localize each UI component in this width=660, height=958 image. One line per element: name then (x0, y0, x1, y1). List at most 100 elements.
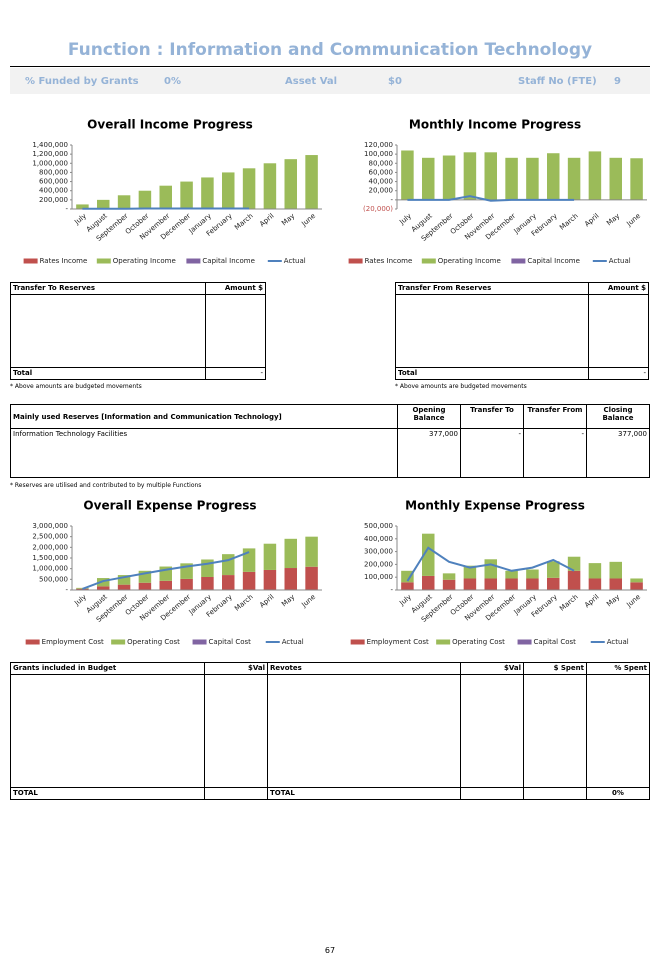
y-tick-label: 400,000 (39, 187, 68, 195)
bar-segment (630, 158, 643, 200)
header-cell: Transfer From Reserves (395, 282, 589, 295)
bar-segment (201, 576, 214, 590)
bar-segment (630, 582, 643, 590)
y-tick-label: 200,000 (364, 560, 393, 568)
legend-swatch (25, 639, 40, 645)
grants-table: Grants included in Budget $Val Revotes $… (10, 662, 650, 800)
cell: 377,000 (397, 428, 461, 478)
header-cell: Transfer From (523, 404, 587, 429)
bar-segment (422, 533, 435, 576)
bar-segment (609, 578, 622, 590)
bar-segment (138, 570, 152, 583)
legend-label: Capital Income (202, 257, 255, 265)
bar-segment (242, 168, 256, 209)
bar-segment (567, 570, 581, 590)
bar-segment (263, 569, 277, 590)
total-cell: - (588, 367, 649, 380)
asset-label: Asset Val (285, 76, 338, 87)
bar-segment (526, 578, 539, 590)
chart: Monthly Expense Progress - 100,000 200,000 3… (350, 499, 647, 646)
x-tick-label: June (625, 212, 643, 229)
bar-segment (505, 157, 518, 200)
bar-segment (422, 575, 435, 590)
bar-segment (97, 578, 110, 587)
y-tick-label: 800,000 (39, 168, 68, 176)
cell: - (460, 428, 524, 478)
header-cell: Transfer To Reserves (10, 282, 206, 295)
x-tick-label: July (72, 593, 88, 608)
bar-segment (630, 578, 643, 583)
cell: - (523, 428, 587, 478)
bar-segment (222, 172, 235, 209)
y-tick-label: 1,000,000 (32, 565, 68, 573)
x-tick-label: May (280, 593, 296, 608)
bar-segment (505, 578, 518, 590)
legend-label: Capital Cost (534, 638, 577, 646)
y-tick-label: - (390, 196, 393, 204)
legend-label: Actual (282, 638, 304, 646)
grants-label: % Funded by Grants (25, 76, 139, 87)
bar-segment (305, 536, 318, 567)
total-cell: TOTAL (10, 787, 205, 800)
total-cell: Total (10, 367, 206, 380)
x-tick-label: June (300, 593, 318, 610)
header-cell: $Val (204, 662, 268, 675)
bar-segment (442, 579, 456, 590)
bar-segment (526, 569, 539, 579)
chart-title: Monthly Income Progress (409, 118, 581, 132)
y-tick-label: 20,000 (369, 187, 394, 195)
header-cell: Amount $ (588, 282, 649, 295)
legend-label: Operating Income (113, 257, 176, 265)
header-cell: $Val (460, 662, 524, 675)
x-tick-label: April (583, 593, 600, 609)
chart-title: Monthly Expense Progress (405, 499, 585, 513)
header-cell: Revotes (267, 662, 461, 675)
y-tick-label: 200,000 (39, 196, 68, 204)
bar-segment (138, 190, 152, 209)
bar-segment (305, 155, 318, 209)
bar-segment (117, 584, 131, 590)
y-tick-label: 100,000 (364, 573, 393, 581)
bar-segment (138, 582, 152, 590)
bar-segment (463, 578, 477, 590)
y-tick-label: 1,400,000 (32, 141, 68, 149)
bar-segment (609, 561, 622, 579)
x-tick-label: March (233, 212, 254, 232)
note: * Reserves are utilised and contributed … (10, 482, 202, 489)
asset-value: $0 (388, 76, 402, 87)
x-tick-label: March (558, 593, 579, 613)
bar-segment (117, 195, 131, 209)
bar-segment (547, 561, 560, 578)
y-tick-label: 2,000,000 (32, 543, 68, 551)
y-tick-label: 400,000 (364, 535, 393, 543)
cell: 377,000 (586, 428, 650, 478)
y-tick-label: 2,500,000 (32, 533, 68, 541)
x-tick-label: June (625, 593, 643, 610)
total-cell: - (205, 367, 266, 380)
bar-segment (401, 582, 414, 590)
legend-label: Employment Cost (42, 638, 104, 646)
note: * Above amounts are budgeted movements (10, 383, 142, 390)
legend-label: Operating Cost (127, 638, 180, 646)
staff-value: 9 (614, 76, 621, 87)
bar-segment (242, 571, 256, 590)
y-tick-label: - (65, 205, 68, 213)
bar-segment (222, 554, 235, 576)
y-tick-label: 120,000 (364, 141, 393, 149)
legend-label: Actual (284, 257, 306, 265)
x-tick-label: July (397, 212, 413, 227)
bar-segment (401, 150, 414, 200)
rule (10, 66, 650, 67)
header-cell: Closing Balance (586, 404, 650, 429)
bar-segment (180, 181, 193, 209)
x-tick-label: April (258, 212, 275, 228)
legend-label: Operating Income (438, 257, 501, 265)
legend-swatch (111, 639, 126, 645)
legend-label: Actual (609, 257, 631, 265)
x-tick-label: April (583, 212, 600, 228)
bar-segment (442, 155, 456, 200)
legend-swatch (348, 258, 363, 264)
bar-segment (180, 578, 193, 590)
total-cell: 0% (586, 787, 650, 800)
bar-segment (117, 575, 131, 585)
